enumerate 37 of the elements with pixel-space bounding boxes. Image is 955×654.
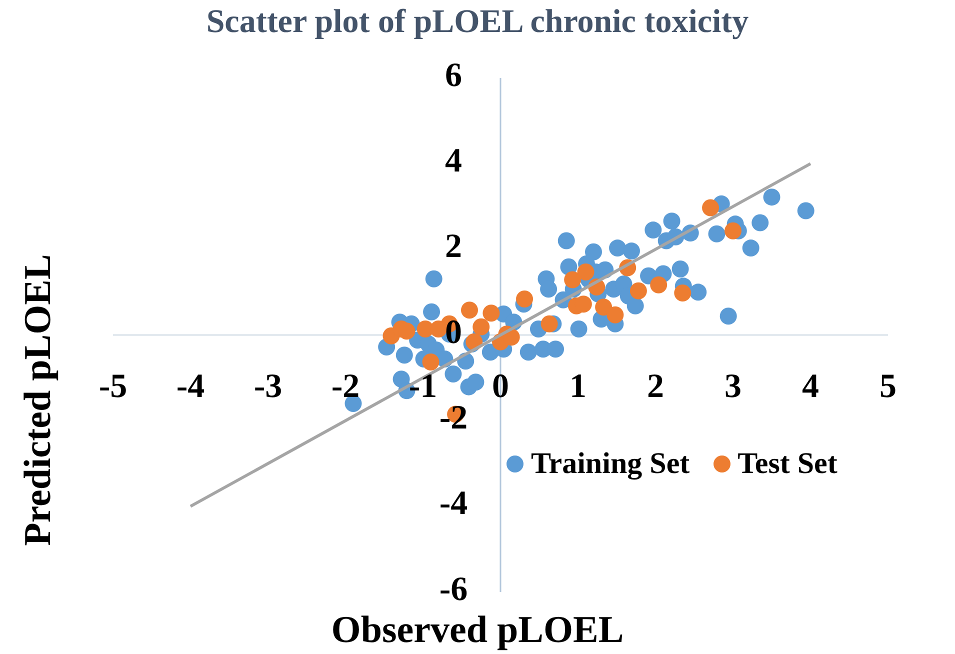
- point: [564, 271, 582, 288]
- point: [516, 290, 534, 308]
- point: [472, 318, 490, 336]
- point: [540, 315, 558, 332]
- x-tick-label: -3: [254, 368, 282, 405]
- point: [461, 302, 478, 319]
- x-tick-label: 2: [647, 368, 664, 405]
- x-tick-label: 1: [570, 368, 586, 405]
- x-tick-label: 0: [492, 368, 509, 405]
- x-tick-label: 5: [880, 368, 896, 405]
- y-tick-label: -6: [439, 570, 468, 608]
- point: [606, 306, 624, 324]
- point: [724, 222, 742, 240]
- y-tick-label: 4: [445, 142, 462, 180]
- x-axis-title: Observed pLOEL: [330, 608, 625, 652]
- x-tick-label: 3: [724, 368, 742, 405]
- y-tick-label: 0: [445, 314, 462, 351]
- legend-label: Training Set: [531, 447, 690, 481]
- y-tick-label: -4: [439, 485, 468, 522]
- point: [674, 284, 692, 302]
- point: [482, 304, 500, 322]
- legend-label: Test Set: [738, 447, 838, 481]
- x-tick-label: -4: [176, 368, 205, 405]
- point: [422, 353, 440, 370]
- x-tick-label: -2: [331, 368, 360, 405]
- point: [630, 282, 647, 300]
- chart-title: Scatter plot of pLOEL chronic toxicity: [205, 4, 750, 41]
- point: [595, 298, 612, 316]
- x-tick-label: -5: [98, 368, 128, 405]
- point: [702, 199, 720, 216]
- point: [650, 276, 668, 294]
- y-tick-label: 2: [445, 228, 462, 266]
- x-tick-label: -1: [408, 368, 438, 405]
- y-axis-title: Predicted pLOEL: [16, 253, 60, 548]
- x-tick-label: 4: [802, 368, 819, 405]
- point: [577, 264, 594, 281]
- y-tick-label: 6: [445, 56, 462, 94]
